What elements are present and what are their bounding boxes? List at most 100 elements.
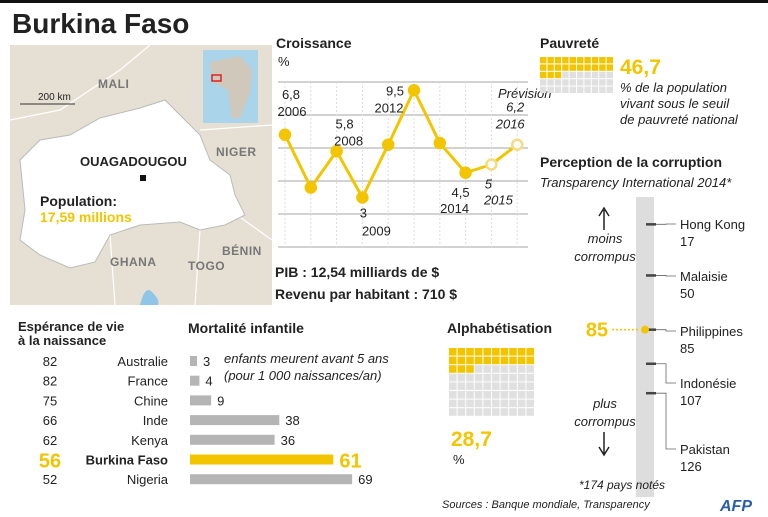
value-label: 6,8 — [282, 87, 300, 102]
waffle-cell-filled — [599, 57, 606, 64]
value-label: 9,5 — [386, 83, 404, 98]
income: Revenu par habitant : 710 $ — [275, 286, 457, 302]
map: 200 km MALI NIGER BÉNIN TOGO GHANA OUAGA… — [9, 44, 273, 306]
waffle-cell — [547, 86, 554, 93]
waffle-cell — [577, 86, 584, 93]
waffle-cell-filled — [449, 356, 457, 365]
top-rule — [0, 0, 768, 3]
waffle-cell — [457, 373, 466, 382]
waffle-cell — [554, 86, 562, 93]
waffle-cell — [606, 79, 613, 86]
waffle-cell — [466, 373, 474, 382]
annotation: Prévision — [498, 86, 551, 101]
arrow-down — [598, 432, 610, 457]
capital-marker — [140, 175, 146, 181]
waffle-cell — [517, 382, 526, 390]
waffle-cell — [591, 71, 599, 79]
waffle-cell — [562, 86, 569, 93]
x-label: 2016 — [495, 117, 526, 132]
waffle-cell-filled — [500, 356, 509, 365]
rank-name: Malaisie — [680, 269, 728, 284]
row-label: Nigeria — [127, 472, 169, 487]
waffle-cell — [466, 391, 474, 399]
waffle-cell-filled — [562, 57, 569, 64]
row-label: Chine — [134, 393, 168, 408]
waffle-cell — [457, 382, 466, 390]
value-label: 4 — [205, 374, 212, 389]
waffle-cell-filled — [547, 71, 554, 79]
value-label: 36 — [281, 433, 295, 448]
waffle-cell-filled — [457, 348, 466, 356]
description: % de la population — [620, 80, 727, 95]
waffle-cell-filled — [547, 57, 554, 64]
country-label: MALI — [98, 77, 129, 91]
waffle-cell — [483, 373, 491, 382]
waffle-cell-filled — [569, 57, 576, 64]
waffle-cell — [606, 71, 613, 79]
waffle-cell-filled — [526, 348, 534, 356]
waffle-cell — [562, 79, 569, 86]
sources: Sources : Banque mondiale, Transparency — [442, 499, 651, 511]
bar — [190, 375, 200, 386]
waffle-cell — [606, 86, 613, 93]
waffle-cell — [483, 391, 491, 399]
capital-label: OUAGADOUGOU — [80, 154, 187, 169]
waffle-cell — [492, 408, 500, 416]
waffle-cell-filled — [492, 348, 500, 356]
inset-locator — [211, 74, 222, 82]
rank-label: corrompus — [574, 414, 636, 429]
waffle-cell — [474, 408, 483, 416]
waffle-cell-filled — [554, 71, 562, 79]
waffle-cell — [517, 399, 526, 408]
population-value: 17,59 millions — [40, 209, 132, 225]
waffle-cell-filled — [562, 64, 569, 71]
waffle-cell-filled — [474, 348, 483, 356]
waffle-cell — [492, 373, 500, 382]
point — [381, 138, 395, 151]
waffle-cell-filled — [517, 356, 526, 365]
bar — [190, 454, 334, 465]
chart-title: Perception de la corruption — [540, 154, 722, 170]
bar — [190, 415, 280, 426]
bar — [190, 474, 353, 485]
chart-title: à la naissance — [18, 333, 106, 348]
waffle-cell — [492, 382, 500, 390]
rank-name: Indonésie — [680, 376, 736, 391]
waffle-cell-filled — [492, 356, 500, 365]
borders — [9, 44, 273, 306]
waffle-cell-filled — [591, 57, 599, 64]
waffle-cell — [474, 382, 483, 390]
waffle-cell — [517, 391, 526, 399]
waffle-cell-filled — [466, 365, 474, 373]
waffle-cell — [492, 399, 500, 408]
waffle-cell — [457, 408, 466, 416]
waffle-cell — [509, 373, 517, 382]
description: vivant sous le seuil — [620, 96, 730, 111]
rank-value: 107 — [680, 393, 702, 408]
waffle-cell-filled — [577, 57, 584, 64]
waffle-cell — [517, 365, 526, 373]
row-label: Inde — [143, 413, 168, 428]
footnote: *174 pays notés — [579, 478, 665, 492]
rank-label: moins — [588, 231, 623, 246]
x-label: 2009 — [362, 224, 391, 239]
x-label: 2006 — [278, 104, 307, 119]
waffle-cell — [466, 399, 474, 408]
chart-title: Alphabétisation — [447, 320, 552, 336]
waffle-cell-filled — [526, 356, 534, 365]
waffle-cell — [517, 408, 526, 416]
axis-label: % — [278, 54, 290, 69]
waffle-cell — [509, 399, 517, 408]
waffle-cell — [500, 399, 509, 408]
row-value: 62 — [43, 433, 57, 448]
waffle-cell — [449, 391, 457, 399]
row-label: Australie — [117, 354, 168, 369]
value-label: 38 — [285, 413, 299, 428]
waffle-cell — [547, 79, 554, 86]
country-label: GHANA — [110, 255, 157, 269]
waffle-cell-filled — [569, 64, 576, 71]
waffle-cell-filled — [591, 64, 599, 71]
waffle-cell — [492, 365, 500, 373]
waffle-cell-filled — [606, 64, 613, 71]
point — [433, 136, 447, 150]
